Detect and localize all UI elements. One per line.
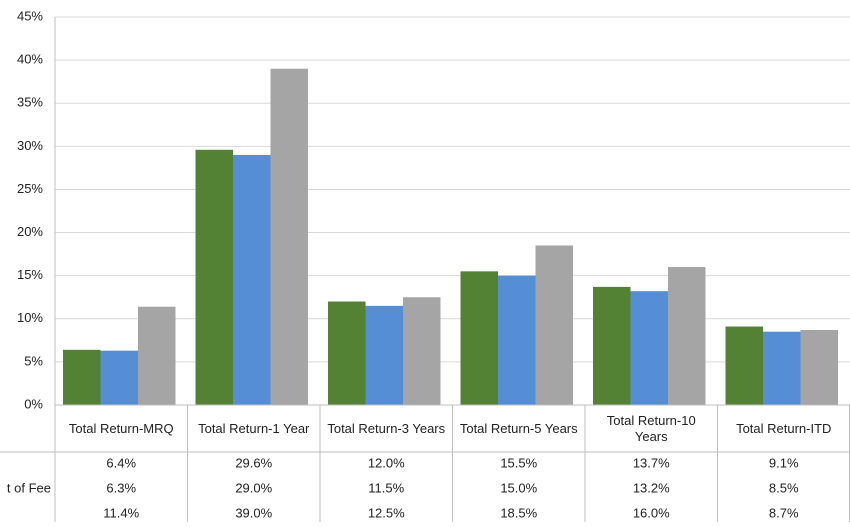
table-value: 9.1% xyxy=(769,455,799,470)
table-value: 15.5% xyxy=(500,455,537,470)
bar xyxy=(461,271,499,405)
bar xyxy=(233,155,271,405)
y-tick-label: 40% xyxy=(17,52,43,67)
table-value: 12.5% xyxy=(368,505,405,520)
bar xyxy=(763,332,801,405)
table-value: 29.0% xyxy=(235,480,272,495)
bar xyxy=(593,287,631,405)
table-value: 16.0% xyxy=(633,505,670,520)
y-tick-label: 30% xyxy=(17,138,43,153)
table-value: 18.5% xyxy=(500,505,537,520)
y-tick-label: 35% xyxy=(17,95,43,110)
category-cell: Total Return-ITD xyxy=(718,405,850,452)
table-value: 8.7% xyxy=(769,505,799,520)
bar xyxy=(498,276,536,405)
x-tick-label: Total Return-3 Years xyxy=(324,405,449,452)
category-cell: Total Return-5 Years xyxy=(453,405,586,452)
bar xyxy=(271,69,309,405)
bar xyxy=(403,297,441,405)
bar xyxy=(668,267,706,405)
y-tick-label: 45% xyxy=(17,8,43,23)
x-tick-label: Total Return-MRQ xyxy=(59,405,184,452)
category-cell: Total Return-3 Years xyxy=(320,405,453,452)
bar xyxy=(366,306,404,405)
table-value: 15.0% xyxy=(500,480,537,495)
x-tick-label: Total Return-ITD xyxy=(721,405,846,452)
category-cell: Total Return-MRQ xyxy=(55,405,188,452)
y-tick-label: 10% xyxy=(17,310,43,325)
bar xyxy=(196,150,234,405)
y-tick-label: 0% xyxy=(24,396,43,411)
bar xyxy=(536,245,574,405)
bar xyxy=(63,350,101,405)
bar xyxy=(631,291,669,405)
y-tick-label: 20% xyxy=(17,224,43,239)
y-tick-label: 25% xyxy=(17,181,43,196)
bar xyxy=(101,351,139,405)
category-cell: Total Return-1 Year xyxy=(188,405,321,452)
table-value: 6.3% xyxy=(106,480,136,495)
table-value: 12.0% xyxy=(368,455,405,470)
table-value: 13.2% xyxy=(633,480,670,495)
table-value: 29.6% xyxy=(235,455,272,470)
table-value: 13.7% xyxy=(633,455,670,470)
category-cell: Total Return-10 Years xyxy=(585,405,718,452)
x-tick-label: Total Return-10 Years xyxy=(589,405,714,452)
table-value: 11.5% xyxy=(368,480,404,495)
table-value: 6.4% xyxy=(106,455,136,470)
y-tick-label: 5% xyxy=(24,353,43,368)
legend-label: t of Fee xyxy=(7,480,51,495)
table-value: 8.5% xyxy=(769,480,799,495)
x-tick-label: Total Return-5 Years xyxy=(456,405,581,452)
y-tick-label: 15% xyxy=(17,267,43,282)
bar xyxy=(328,302,366,405)
table-value: 11.4% xyxy=(103,505,139,520)
x-tick-label: Total Return-1 Year xyxy=(191,405,316,452)
table-value: 39.0% xyxy=(235,505,272,520)
bar xyxy=(726,327,764,405)
bar xyxy=(138,307,176,405)
bar xyxy=(801,330,839,405)
